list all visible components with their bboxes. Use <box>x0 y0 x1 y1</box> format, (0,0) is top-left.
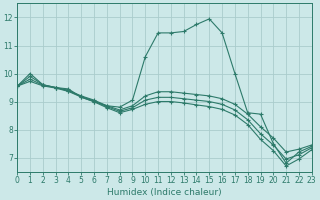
X-axis label: Humidex (Indice chaleur): Humidex (Indice chaleur) <box>107 188 222 197</box>
